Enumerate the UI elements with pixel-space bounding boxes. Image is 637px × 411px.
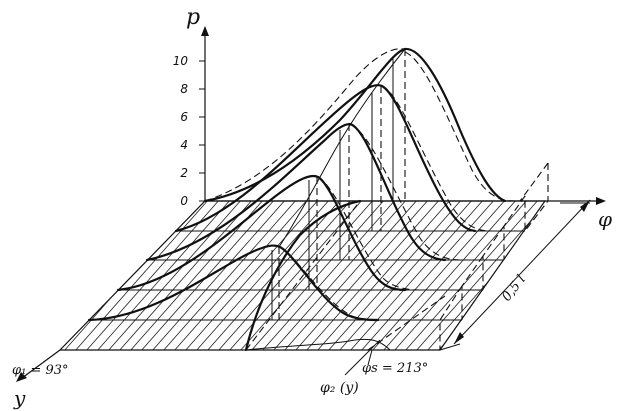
hatch-line: [60, 201, 141, 350]
hatch-line: [60, 201, 108, 350]
hatch-line: [551, 190, 637, 360]
hatch-line: [0, 190, 41, 360]
pressure-curve-back-dashed: [204, 48, 405, 202]
dashed-edge-sheets: [320, 162, 549, 351]
hatch-line: [99, 201, 251, 350]
tick-label-10: 10: [173, 54, 189, 68]
tick-label-8: 8: [180, 82, 188, 96]
hatch-line: [528, 201, 545, 350]
hatch-line: [330, 201, 482, 350]
phi2-label: φ₂ (y): [320, 380, 359, 396]
tick-label-6: 6: [180, 110, 188, 124]
phis-leader: [367, 349, 373, 366]
hatch-line: [60, 201, 97, 350]
hatch-line: [60, 201, 86, 350]
pressure-curves: [87, 47, 516, 352]
hatch-line: [60, 201, 130, 350]
hatch-line: [60, 201, 163, 350]
hatch-line: [60, 201, 185, 350]
phi-axis-label: φ: [598, 207, 612, 231]
hatch-line: [77, 201, 229, 350]
pressure-curve-back-dashed-tail: [404, 51, 516, 202]
hatch-line: [264, 201, 416, 350]
pressure-curve-2: [174, 84, 477, 233]
hatch-line: [363, 201, 515, 350]
hatch-line: [60, 201, 207, 350]
hatch-line: [396, 201, 545, 350]
pressure-curve-front: [87, 244, 380, 322]
hatch-line: [462, 201, 545, 350]
hatch-line: [517, 201, 545, 350]
hatch-line: [418, 201, 545, 350]
front-edge-curve: [245, 338, 391, 351]
hatch-line: [451, 201, 545, 350]
hatch-line: [617, 190, 637, 360]
phis-label: φs = 213°: [362, 361, 428, 376]
hatch-line: [209, 201, 361, 350]
hatch-line: [506, 201, 545, 350]
pressure-curve-4-dashed: [317, 176, 421, 291]
phi2-leader: [344, 339, 381, 376]
hatch-line: [0, 190, 52, 360]
hatch-line: [110, 201, 262, 350]
tick-label-2: 2: [180, 166, 188, 180]
crest-ridge: [278, 48, 406, 248]
hatch-line: [154, 201, 306, 350]
hatch-line: [165, 201, 317, 350]
hatch-line: [308, 201, 460, 350]
p-axis-label: p: [186, 5, 200, 30]
hatch-line: [385, 201, 537, 350]
hatch-line: [60, 201, 152, 350]
hatch-line: [352, 201, 504, 350]
width-label: 0,5 l: [499, 272, 529, 304]
hatch-line: [143, 201, 295, 350]
pressure-curve-4: [116, 174, 407, 292]
hatch-line: [187, 201, 339, 350]
p-axis: [199, 26, 209, 202]
hatch-line: [220, 201, 372, 350]
phi1-label: φ₁ = 93°: [12, 363, 69, 378]
hatch-line: [60, 201, 64, 350]
hatch-line: [132, 201, 284, 350]
hatch-line: [242, 201, 394, 350]
hatch-line: [539, 201, 545, 350]
hatch-line: [319, 201, 471, 350]
hatch-line: [253, 201, 405, 350]
hatch-line: [341, 201, 493, 350]
hatch-line: [60, 201, 174, 350]
hatch-line: [374, 201, 526, 350]
width-dimension: [439, 199, 591, 351]
hatch-line: [0, 190, 30, 360]
pressure-curve-back: [203, 47, 507, 203]
hatched-base-plane: [0, 190, 637, 360]
y-axis-label: y: [13, 386, 26, 410]
hatch-line: [286, 201, 438, 350]
hatch-line: [484, 201, 545, 350]
hatch-lines: [0, 190, 637, 360]
tick-label-4: 4: [180, 138, 188, 152]
hatch-line: [176, 201, 328, 350]
hatch-line: [60, 201, 75, 350]
pressure-curve-front-dashed: [279, 246, 393, 321]
pressure-curve-3-dashed: [349, 123, 461, 261]
phi2-boundary-line: [244, 199, 362, 352]
hatch-line: [66, 201, 218, 350]
tick-label-0: 0: [180, 194, 188, 208]
hatch-line: [60, 201, 196, 350]
y-axis: [16, 349, 61, 382]
hatch-line: [628, 190, 637, 360]
